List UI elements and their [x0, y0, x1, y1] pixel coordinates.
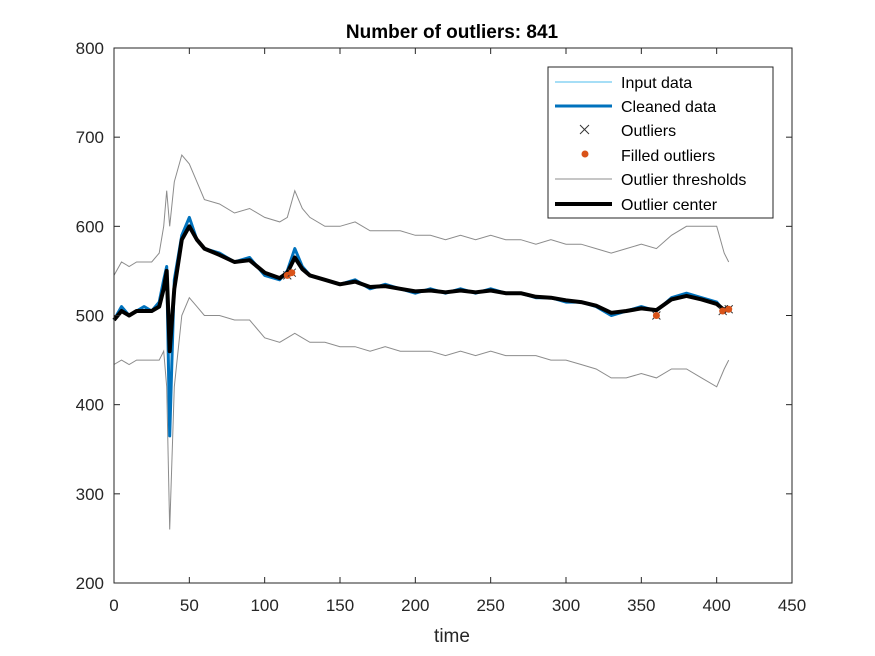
x-axis: 0 50 100 150 200 250 300 350 400 450	[109, 48, 806, 615]
x-tick-label: 400	[702, 596, 730, 615]
y-tick-label: 300	[76, 485, 104, 504]
legend-label-input: Input data	[621, 75, 692, 92]
legend-label-thresholds: Outlier thresholds	[621, 172, 746, 189]
x-tick-label: 250	[476, 596, 504, 615]
series-upper-threshold	[113, 153, 730, 276]
x-tick-label: 50	[180, 596, 199, 615]
x-tick-label: 0	[109, 596, 118, 615]
filled-outlier-point-2	[652, 312, 660, 319]
legend-label-center: Outlier center	[621, 197, 718, 214]
legend: Input data Cleaned data Outliers Filled …	[547, 66, 774, 219]
legend-label-filled: Filled outliers	[621, 148, 715, 165]
y-tick-label: 200	[76, 574, 104, 593]
legend-label-cleaned: Cleaned data	[621, 99, 716, 116]
y-tick-label: 500	[76, 307, 104, 326]
filled-outlier-point-3	[719, 307, 727, 315]
y-tick-label: 400	[76, 396, 104, 415]
series-lower-threshold	[113, 296, 730, 530]
thresholds-layer	[113, 153, 730, 530]
center-layer	[112, 224, 730, 354]
x-tick-label: 200	[401, 596, 429, 615]
x-tick-label: 150	[326, 596, 354, 615]
y-tick-label: 700	[76, 128, 104, 147]
x-tick-label: 100	[250, 596, 278, 615]
y-tick-label: 600	[76, 217, 104, 236]
filled-outlier-point-1	[288, 269, 296, 277]
filled-outlier-point-4	[725, 305, 733, 313]
x-tick-label: 300	[552, 596, 580, 615]
legend-box	[547, 66, 774, 219]
legend-label-outliers: Outliers	[621, 123, 676, 140]
legend-swatch-filled	[581, 150, 589, 158]
y-tick-label: 800	[76, 39, 104, 58]
x-tick-label: 450	[778, 596, 806, 615]
outliers-layer	[282, 268, 734, 320]
y-axis: 200 300 400 500 600 700 800	[76, 39, 792, 593]
x-axis-label: time	[434, 626, 470, 647]
x-tick-label: 350	[627, 596, 655, 615]
chart-title: Number of outliers: 841	[346, 22, 559, 43]
legend-swatch-outliers	[579, 124, 590, 135]
series-outlier-center	[112, 224, 730, 354]
